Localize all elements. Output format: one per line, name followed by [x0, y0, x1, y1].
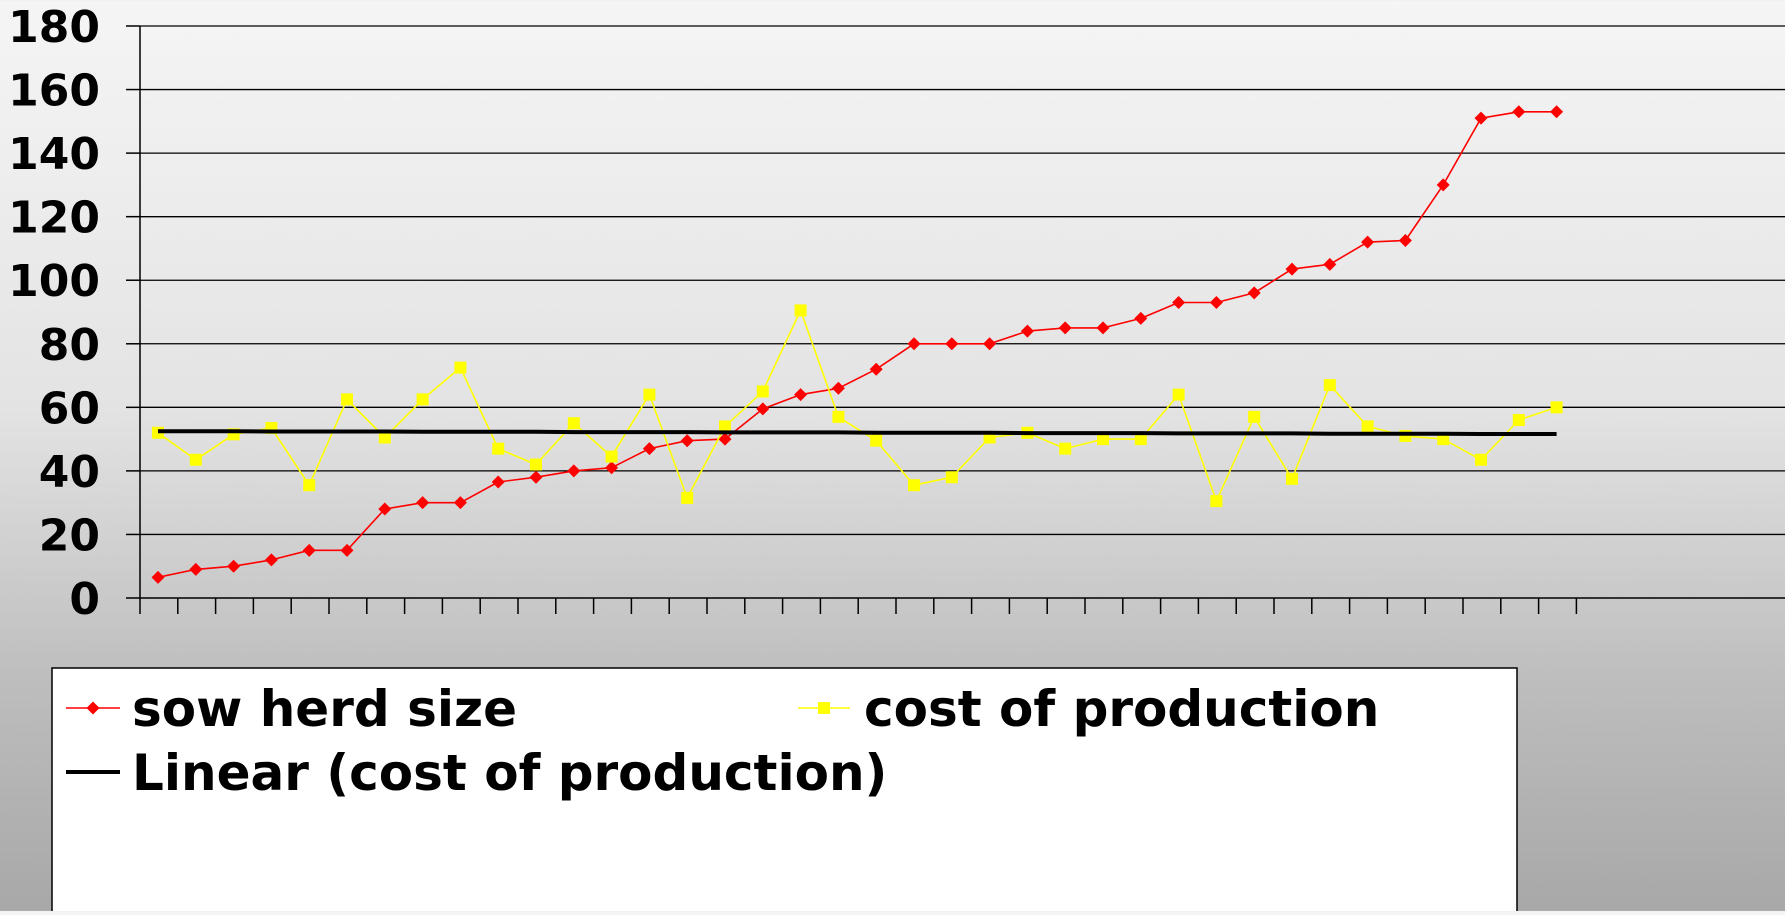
data-point — [1323, 257, 1337, 271]
data-point — [832, 410, 845, 423]
legend-label: sow herd size — [132, 680, 517, 738]
legend-label: Linear (cost of production) — [132, 744, 887, 802]
legend: sow herd size cost of production Linear (c… — [51, 667, 1518, 915]
y-tick-label: 0 — [69, 574, 100, 625]
data-point — [869, 362, 883, 376]
data-point — [870, 434, 883, 447]
data-point — [189, 562, 203, 576]
data-point — [378, 431, 391, 444]
series-line-0 — [157, 111, 1557, 579]
data-point — [643, 388, 656, 401]
data-point — [1437, 433, 1450, 446]
data-point — [1475, 453, 1487, 466]
data-point — [1323, 379, 1336, 392]
data-point — [1172, 388, 1185, 401]
data-point — [530, 458, 542, 471]
data-point — [945, 471, 958, 484]
data-point — [416, 393, 429, 406]
legend-marker — [818, 702, 830, 714]
axes: 0 20 40 60 80 100 120 140 160 180 — [8, 2, 1785, 625]
data-point — [227, 559, 241, 573]
y-tick-label: 20 — [39, 510, 100, 561]
data-point — [303, 479, 316, 492]
data-point — [529, 470, 543, 484]
data-point — [680, 434, 694, 448]
data-point — [1096, 321, 1110, 335]
data-point — [1097, 433, 1109, 446]
data-point — [341, 393, 353, 406]
data-point — [340, 543, 354, 557]
data-point — [416, 496, 430, 510]
legend-marker — [86, 701, 100, 715]
data-point — [831, 381, 845, 395]
data-point — [454, 361, 467, 374]
data-point — [907, 337, 921, 351]
data-point — [1550, 105, 1564, 119]
data-series — [151, 105, 1564, 584]
data-point — [1059, 442, 1072, 455]
data-point — [378, 502, 392, 516]
data-point — [794, 304, 807, 317]
legend-box — [51, 667, 1518, 915]
data-point — [1210, 495, 1223, 508]
legend-label: cost of production — [864, 680, 1379, 738]
data-point — [151, 570, 165, 584]
data-point — [605, 450, 618, 463]
data-point — [1398, 234, 1412, 247]
data-point — [756, 402, 770, 416]
data-point — [718, 432, 732, 446]
data-point — [642, 442, 656, 456]
data-point — [1248, 410, 1261, 423]
data-point — [1550, 401, 1563, 414]
data-point — [453, 496, 467, 510]
data-point — [908, 479, 920, 492]
series-line-1 — [157, 309, 1557, 502]
data-point — [794, 388, 808, 402]
y-tick-label: 60 — [39, 383, 100, 434]
y-tick-label: 40 — [39, 447, 100, 498]
data-point — [983, 337, 997, 351]
y-tick-label: 80 — [39, 320, 100, 371]
data-point — [567, 464, 581, 478]
data-point — [567, 417, 580, 430]
data-point — [1134, 311, 1148, 325]
data-point — [1134, 433, 1147, 446]
data-point — [945, 337, 959, 351]
data-point — [1474, 111, 1488, 125]
data-point — [1209, 295, 1223, 309]
data-point — [264, 553, 278, 567]
data-point — [491, 475, 505, 489]
data-point — [302, 543, 316, 557]
data-point — [1512, 105, 1526, 119]
data-point — [719, 420, 731, 433]
y-tick-label: 140 — [8, 129, 100, 180]
data-point — [1172, 295, 1186, 309]
data-point — [1058, 321, 1072, 335]
y-tick-label: 120 — [8, 193, 100, 244]
series-line-2 — [158, 429, 1557, 436]
data-point — [1436, 178, 1450, 192]
data-point — [1512, 414, 1525, 427]
y-tick-label: 160 — [8, 66, 100, 117]
data-point — [1286, 472, 1298, 485]
data-point — [605, 461, 619, 475]
data-point — [1247, 286, 1261, 300]
data-point — [1361, 420, 1374, 433]
data-point — [681, 491, 694, 504]
data-point — [1361, 235, 1375, 249]
y-tick-label: 180 — [8, 2, 100, 53]
data-point — [1285, 262, 1299, 276]
data-point — [1020, 324, 1034, 338]
y-tick-label: 100 — [8, 256, 100, 307]
data-point — [492, 442, 505, 455]
gridlines — [140, 25, 1785, 536]
data-point — [189, 453, 202, 466]
data-point — [756, 385, 769, 398]
